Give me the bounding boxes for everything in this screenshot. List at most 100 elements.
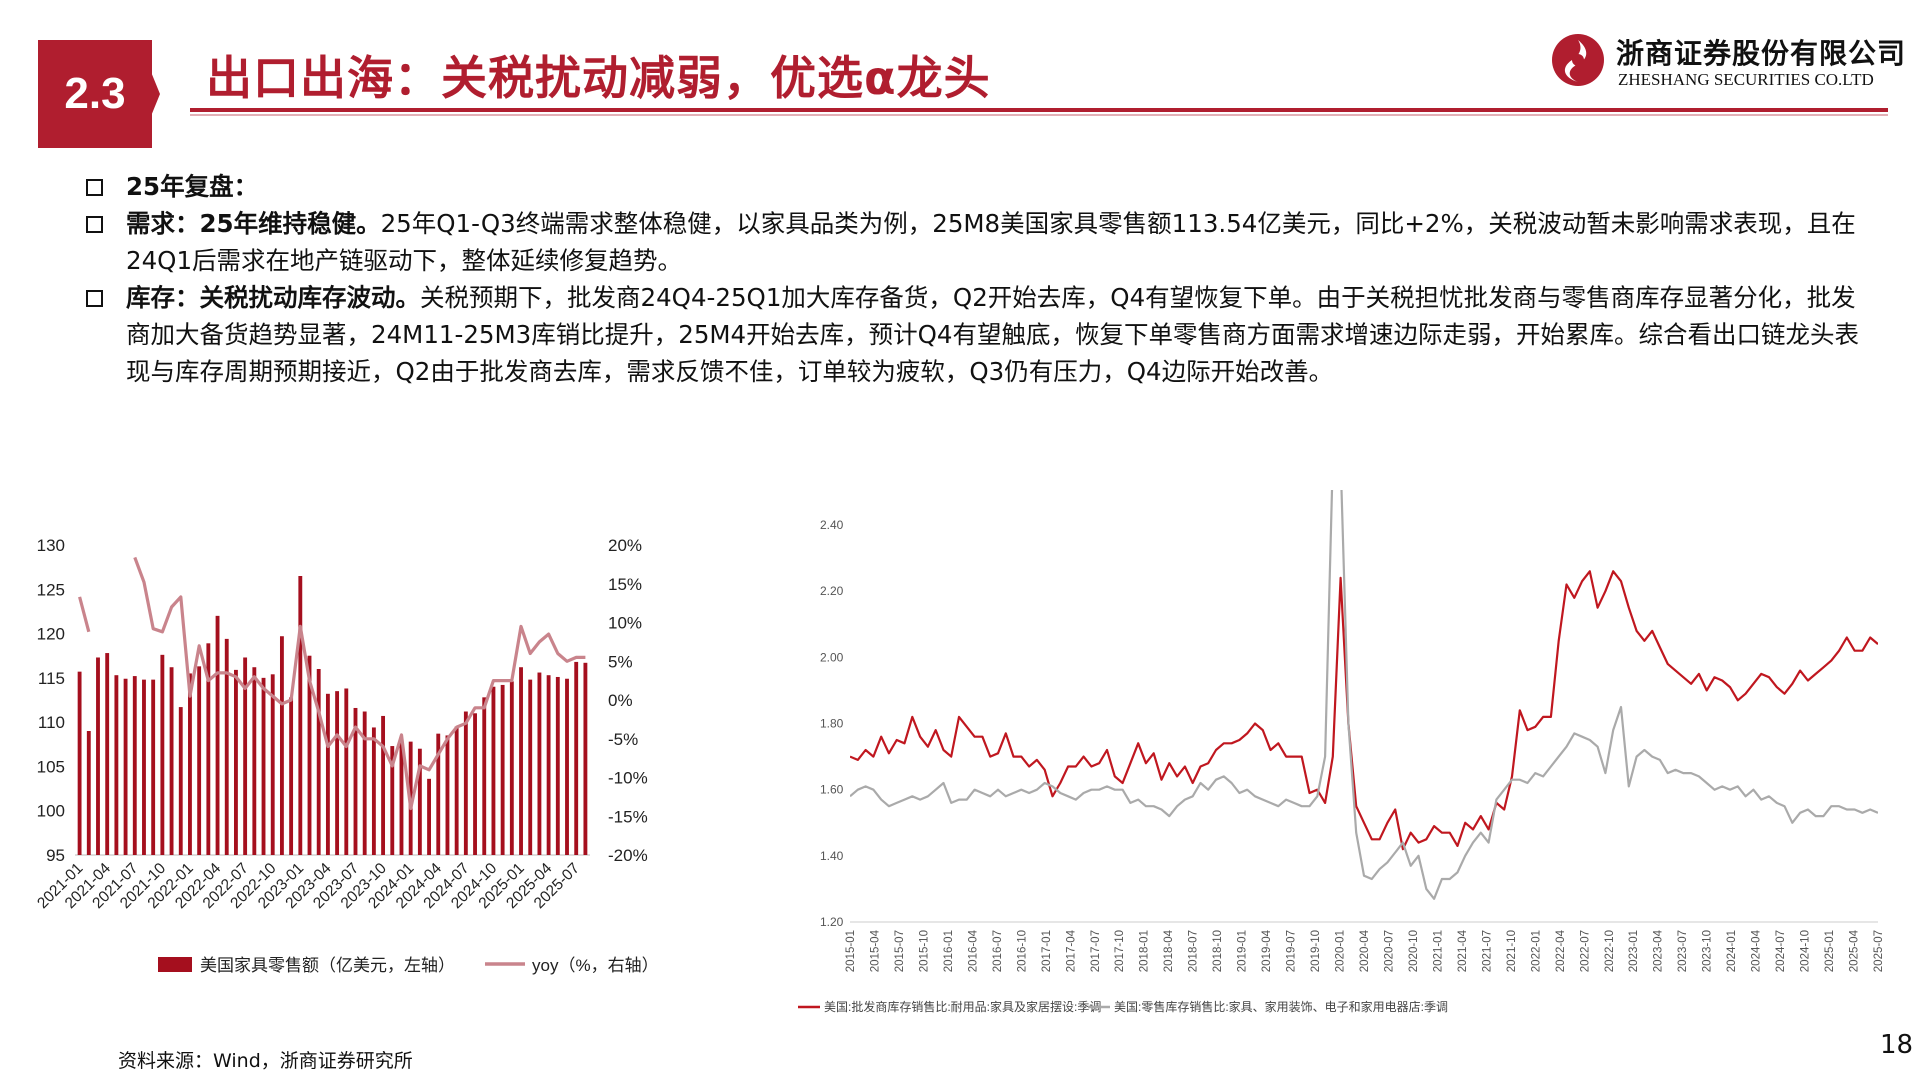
retail-sales-bar [234,669,238,855]
right-axis-tick-label: -20% [608,846,648,865]
x-axis-tick-label: 2015-04 [869,929,881,972]
retail-sales-bar [307,655,312,855]
retail-sales-bar [454,726,459,855]
retail-sales-bar [335,691,340,855]
y-axis-tick-label: 2.00 [820,650,844,664]
right-axis-tick-label: 15% [608,575,642,594]
legend-swatch-bar [158,957,192,972]
right-axis-tick-label: 10% [608,614,642,633]
retail-sales-bar [399,738,404,855]
section-badge-notch [138,40,160,148]
x-axis-tick-label: 2020-01 [1335,930,1347,972]
retail-sales-bar [482,697,487,855]
retail-sales-bar [565,678,569,855]
x-axis-tick-label: 2023-01 [1628,930,1640,972]
x-axis-tick-label: 2023-10 [1702,930,1714,972]
y-axis-tick-label: 1.20 [820,915,844,929]
retail-sales-bar [537,672,542,855]
bullet-review: 25年复盘： [80,168,1880,205]
y-axis-tick-label: 1.80 [820,717,844,731]
wholesaler-ratio-line [850,570,1878,851]
x-axis-tick-label: 2017-10 [1114,930,1126,972]
retail-sales-bar [96,657,100,855]
company-name-cn: 浙商证券股份有限公司 [1616,37,1907,70]
yoy-line [78,596,91,633]
checkbox-icon [86,179,103,196]
legend-label-line: yoy（%，右轴） [532,956,659,975]
bullet-demand: 需求：25年维持稳健。25年Q1-Q3终端需求整体稳健，以家具品类为例，25M8… [80,205,1880,279]
retail-sales-bar [298,576,303,855]
retail-sales-bar [316,669,321,855]
retail-sales-bar [463,711,468,855]
x-axis-tick-label: 2019-04 [1261,929,1273,972]
bullet-text: 25年Q1-Q3终端需求整体稳健，以家具品类为例，25M8美国家具零售额113.… [126,209,1856,275]
x-axis-tick-label: 2024-04 [1751,929,1763,972]
retail-sales-bar [215,615,220,855]
x-axis-tick-label: 2025-04 [1849,929,1861,972]
left-axis-tick-label: 110 [38,713,65,732]
retail-sales-bar [436,733,441,855]
retail-sales-bar [243,657,248,855]
retail-sales-bar [279,636,284,855]
retail-sales-bar [123,678,128,855]
bullet-heading: 25年复盘： [126,172,259,201]
source-note: 资料来源：Wind，浙商证券研究所 [118,1050,413,1072]
retail-sales-bar [114,675,119,855]
x-axis-tick-label: 2024-01 [1726,930,1738,972]
x-axis-tick-label: 2018-10 [1212,930,1224,972]
checkbox-icon [86,216,103,233]
retail-sales-bar [519,667,523,855]
bullet-inventory: 库存：关税扰动库存波动。关税预期下，批发商24Q4-25Q1加大库存备货，Q2开… [80,279,1880,390]
retail-sales-bar [252,667,257,855]
right-axis-tick-label: -10% [608,769,648,788]
retail-sales-bar [178,707,183,855]
retail-sales-bar [160,654,165,855]
legend-label-retailer: 美国:零售库存销售比:家具、家用装饰、电子和家用电器店:季调 [1114,999,1448,1014]
x-axis-tick-label: 2021-04 [1457,929,1469,972]
x-axis-tick-label: 2021-10 [1506,930,1518,972]
x-axis-tick-label: 2022-10 [1604,930,1616,972]
right-axis-tick-label: -15% [608,807,648,826]
x-axis-tick-label: 2018-04 [1163,929,1175,972]
company-name-en: ZHESHANG SECURITIES CO.LTD [1618,70,1874,89]
retail-sales-bar [224,638,229,855]
x-axis-tick-label: 2017-01 [1041,930,1053,972]
section-number: 2.3 [64,69,126,118]
retail-sales-bar [371,727,376,855]
x-axis-tick-label: 2020-04 [1359,929,1371,972]
retail-sales-bar [417,748,422,855]
yoy-line [133,556,586,811]
x-axis-tick-label: 2023-04 [1653,929,1665,972]
retail-sales-bar [509,681,514,855]
retail-sales-bar [427,778,431,855]
y-axis-tick-label: 1.60 [820,783,844,797]
left-axis-tick-label: 100 [37,802,65,821]
x-axis-tick-label: 2016-10 [1016,930,1028,972]
retail-sales-bar [188,673,192,855]
x-axis-tick-label: 2020-07 [1383,930,1395,972]
x-axis-tick-label: 2017-04 [1065,929,1077,972]
retail-sales-bar [142,679,146,855]
legend-label-wholesaler: 美国:批发商库存销售比:耐用品:家具及家居摆设:季调 [824,999,1101,1014]
x-axis-tick-label: 2019-01 [1237,930,1249,972]
furniture-retail-sales-chart: 130 125 120 115 110 105 100 95 20% 15% 10% 5% 0% -5% -… [34,536,659,975]
title-divider-thin [190,114,1888,116]
retail-sales-bar [546,675,551,855]
retail-sales-bar [197,666,202,855]
x-axis-tick-label: 2015-10 [918,930,930,972]
retail-sales-bar [77,671,82,855]
retail-sales-bar [353,707,358,855]
retail-sales-bar [473,713,477,855]
x-axis-tick-label: 2022-04 [1555,929,1567,972]
x-axis-tick-label: 2025-01 [1824,930,1836,972]
bullet-heading: 需求：25年维持稳健。 [126,209,381,238]
x-axis-tick-label: 2019-07 [1286,930,1298,972]
x-axis-tick-label: 2015-01 [845,930,857,972]
retail-sales-bar [325,693,330,855]
x-axis-tick-label: 2021-01 [1432,930,1444,972]
retail-sales-bar [445,735,450,855]
retail-sales-bar [362,711,367,855]
company-logo-icon [1552,34,1604,86]
y-axis-tick-label: 2.40 [820,518,844,532]
